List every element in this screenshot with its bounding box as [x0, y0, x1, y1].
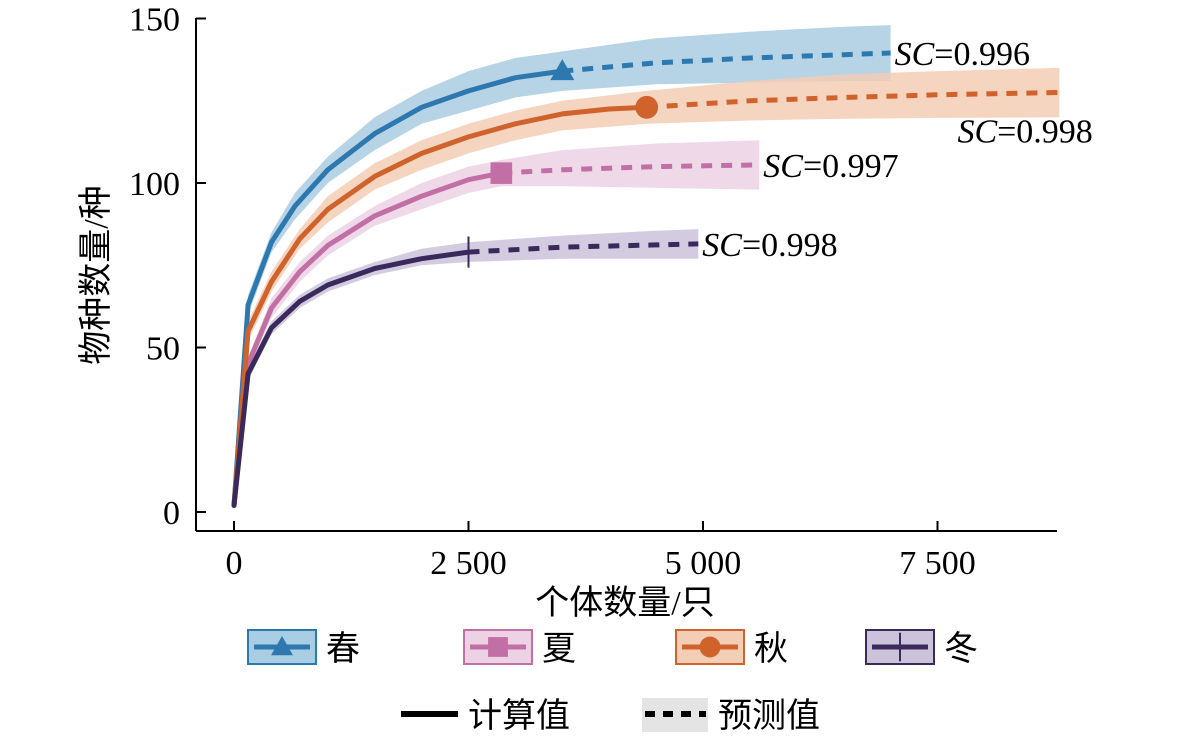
calculated-line-夏 — [231, 170, 504, 508]
x-tick-label: 2 500 — [430, 545, 507, 582]
legend-item-夏: 夏 — [463, 629, 576, 668]
legend-label-春: 春 — [326, 630, 360, 668]
marker-春 — [550, 59, 575, 81]
y-ticks: 0 50 100 150 — [129, 2, 206, 532]
legend-calculated-label: 计算值 — [468, 697, 570, 735]
series-markers — [467, 59, 659, 268]
y-tick-label: 0 — [163, 495, 180, 532]
x-ticks: 0 2 500 5 000 7 500 — [226, 521, 976, 582]
legend-marker-春 — [271, 636, 293, 656]
legend-item-冬: 冬 — [865, 629, 978, 668]
predicted-line-夏 — [501, 162, 760, 176]
band-夏 — [234, 140, 760, 509]
legend-label-秋: 秋 — [754, 630, 788, 668]
legend-marker-夏 — [488, 637, 508, 657]
legend-item-秋: 秋 — [675, 629, 788, 668]
x-axis-label: 个体数量/只 — [535, 584, 714, 622]
y-tick-label: 50 — [146, 331, 180, 368]
calculated-line-秋 — [231, 104, 650, 508]
legend-marker-秋 — [699, 636, 721, 658]
marker-夏 — [490, 162, 513, 184]
sc-label-秋: SC=0.998 — [957, 114, 1092, 151]
y-axis-label: 物种数量/种 — [77, 185, 115, 364]
band-冬 — [234, 229, 699, 509]
marker-秋 — [635, 95, 659, 119]
sc-label-春: SC=0.996 — [895, 36, 1030, 73]
y-tick-label: 100 — [129, 166, 180, 203]
sc-label-冬: SC=0.998 — [702, 227, 837, 264]
sc-labels: SC=0.996 SC=0.997 SC=0.998 SC=0.998 — [702, 36, 1093, 264]
confidence-bands — [234, 25, 1060, 509]
band-春 — [234, 25, 891, 509]
line-style-legend: 计算值 预测值 — [401, 697, 820, 735]
legend-label-夏: 夏 — [542, 631, 576, 668]
x-tick-label: 0 — [226, 545, 243, 582]
x-tick-label: 7 500 — [899, 545, 976, 582]
sc-label-夏: SC=0.997 — [763, 148, 898, 185]
legend-predicted-label: 预测值 — [718, 697, 820, 735]
series-lines — [231, 50, 1060, 508]
calculated-line-冬 — [231, 249, 471, 508]
y-tick-label: 150 — [129, 2, 180, 39]
calculated-line-春 — [231, 68, 565, 508]
legend-item-春: 春 — [247, 629, 360, 668]
band-秋 — [234, 67, 1060, 509]
predicted-line-秋 — [646, 90, 1060, 110]
series-legend: 春夏秋冬 — [247, 629, 978, 668]
x-tick-label: 5 000 — [665, 545, 742, 582]
legend-label-冬: 冬 — [944, 630, 978, 668]
predicted-line-冬 — [468, 241, 699, 255]
predicted-line-春 — [562, 50, 891, 74]
